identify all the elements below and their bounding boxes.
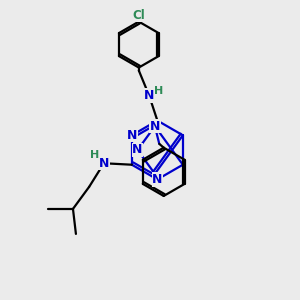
Text: N: N bbox=[144, 89, 154, 102]
Text: N: N bbox=[127, 129, 137, 142]
Text: N: N bbox=[132, 143, 143, 157]
Text: N: N bbox=[152, 173, 163, 186]
Text: H: H bbox=[90, 150, 100, 160]
Text: N: N bbox=[150, 120, 160, 133]
Text: N: N bbox=[99, 157, 109, 170]
Text: H: H bbox=[154, 86, 163, 96]
Text: Cl: Cl bbox=[132, 9, 145, 22]
